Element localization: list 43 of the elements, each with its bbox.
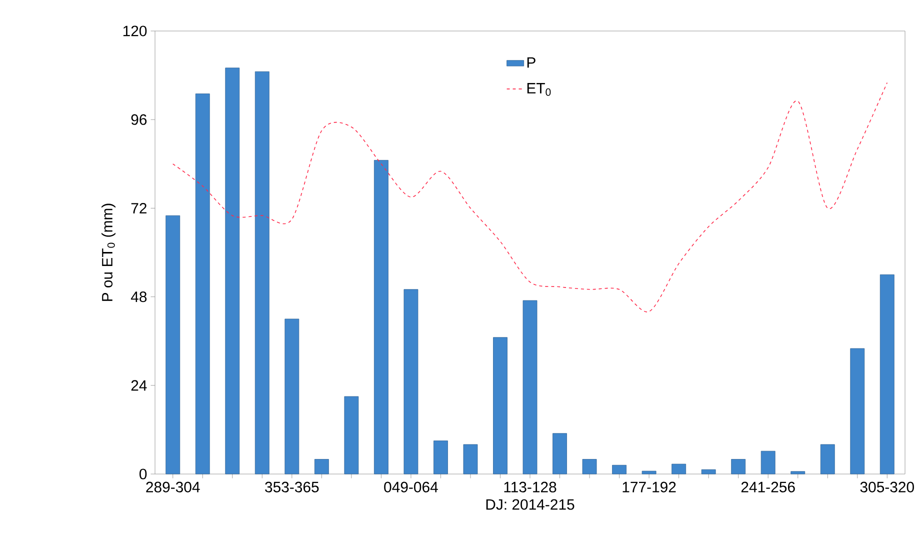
bar — [612, 464, 626, 474]
bar — [195, 94, 210, 474]
y-tick-label: 72 — [131, 202, 146, 214]
y-tick-label: 0 — [139, 468, 147, 480]
bar — [820, 444, 835, 474]
bar — [344, 396, 359, 474]
bar — [760, 450, 776, 474]
bar — [434, 440, 448, 474]
y-axis-title: P ou ET$_{0}$ (mm) — [102, 204, 116, 301]
bar — [790, 471, 806, 474]
x-tick-label: 049-064 — [384, 482, 438, 492]
bar — [314, 459, 329, 474]
bar — [284, 318, 300, 474]
bar — [166, 215, 180, 474]
bar — [642, 470, 656, 474]
x-tick-label: 305-320 — [860, 482, 914, 492]
y-tick-label: 120 — [123, 26, 147, 36]
x-axis-title: DJ: 2014-215 — [486, 499, 574, 510]
bar — [880, 274, 894, 474]
bar — [731, 459, 746, 474]
bar — [225, 68, 240, 474]
bar — [404, 289, 418, 474]
y-tick-label: 48 — [130, 292, 147, 302]
legend-label: P — [527, 57, 536, 68]
bar — [374, 160, 388, 474]
bar — [493, 337, 508, 474]
x-tick-label: 113-128 — [504, 482, 556, 492]
y-tick-label: 96 — [131, 114, 147, 125]
x-tick-label: 289-304 — [146, 482, 200, 492]
bar — [672, 464, 686, 474]
x-tick-label: 241-256 — [741, 482, 795, 492]
line-series — [172, 82, 888, 312]
bar — [522, 300, 538, 474]
bar — [850, 348, 865, 474]
y-tick-label: 24 — [131, 380, 147, 391]
legend-label: ET$_{0}$ — [527, 83, 551, 96]
bar — [552, 433, 567, 474]
x-tick-label: 177-192 — [622, 482, 676, 492]
bar — [701, 469, 716, 474]
bar — [254, 71, 270, 474]
bar — [463, 444, 478, 474]
x-tick-label: 353-365 — [265, 482, 319, 492]
bar — [582, 459, 597, 474]
